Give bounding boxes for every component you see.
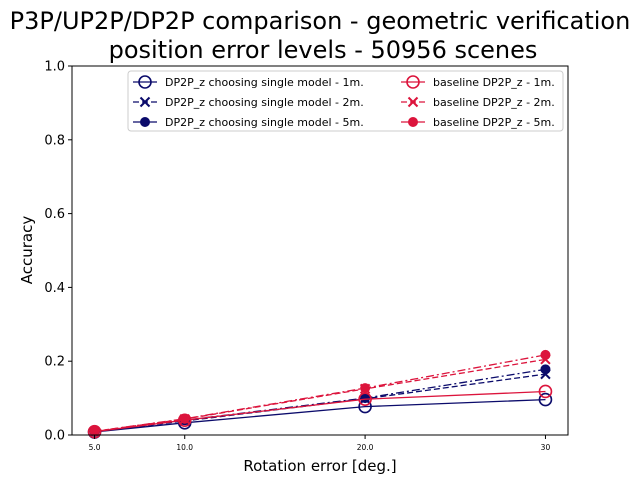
series-line-6 [94,354,546,432]
y-tick-label: 0.0 [44,429,65,444]
legend-label: DP2P_z choosing single model - 2m. [165,96,364,109]
series-6-point [179,413,190,424]
x-tick-label: 10.0 [176,443,193,452]
y-tick-label: 1.0 [44,60,65,75]
x-marker-stroke [407,96,419,108]
x-tick-label: 5.0 [89,443,101,452]
legend-label: DP2P_z choosing single model - 5m. [165,116,364,129]
x-axis-label: Rotation error [deg.] [243,457,396,475]
series-4-point [538,384,553,399]
legend-marker [138,75,152,89]
series-line-4 [94,390,546,433]
legend-marker [140,117,150,127]
x-tick-label: 20.0 [357,443,374,452]
legend-label: baseline DP2P_z - 2m. [433,96,555,109]
series-3-point [540,364,551,375]
series-6-point [360,383,371,394]
legend-marker [406,75,420,89]
legend-label: DP2P_z choosing single model - 1m. [165,76,364,89]
y-axis-label: Accuracy [18,216,36,285]
series-6-point [89,426,100,437]
series-line-1 [94,398,546,433]
plot-area: 0.0 0.2 0.4 0.6 0.8 1.0 5.0 10.0 20.0 30 [44,60,569,452]
chart-title-line1: P3P/UP2P/DP2P comparison - geometric ver… [10,7,631,35]
legend-item: baseline DP2P_z - 1m. [401,75,555,89]
chart-title-line2: position error levels - 50956 scenes [109,36,538,64]
legend-item: DP2P_z choosing single model - 2m. [133,96,364,109]
legend-item: baseline DP2P_z - 5m. [401,116,555,129]
series-6-point [540,349,551,360]
axes-frame [71,65,569,436]
legend-box [127,70,564,132]
legend-item: DP2P_z choosing single model - 1m. [133,75,364,89]
y-tick-label: 0.8 [44,133,65,148]
x-tick-label: 30 [541,443,551,452]
y-tick-label: 0.4 [44,281,65,296]
legend-marker [407,96,419,108]
x-marker-stroke [139,96,151,108]
series-4-point [358,392,372,407]
legend-item: DP2P_z choosing single model - 5m. [133,116,364,129]
y-tick-label: 0.2 [44,355,65,370]
legend-label: baseline DP2P_z - 5m. [433,116,555,129]
y-tick-label: 0.6 [44,207,65,222]
series-1-point [538,392,553,407]
legend: DP2P_z choosing single model - 1m. DP2P_z… [127,70,564,132]
legend-item: baseline DP2P_z - 2m. [401,96,555,109]
legend-label: baseline DP2P_z - 1m. [433,76,555,89]
legend-marker [408,117,418,127]
legend-marker [139,96,151,108]
